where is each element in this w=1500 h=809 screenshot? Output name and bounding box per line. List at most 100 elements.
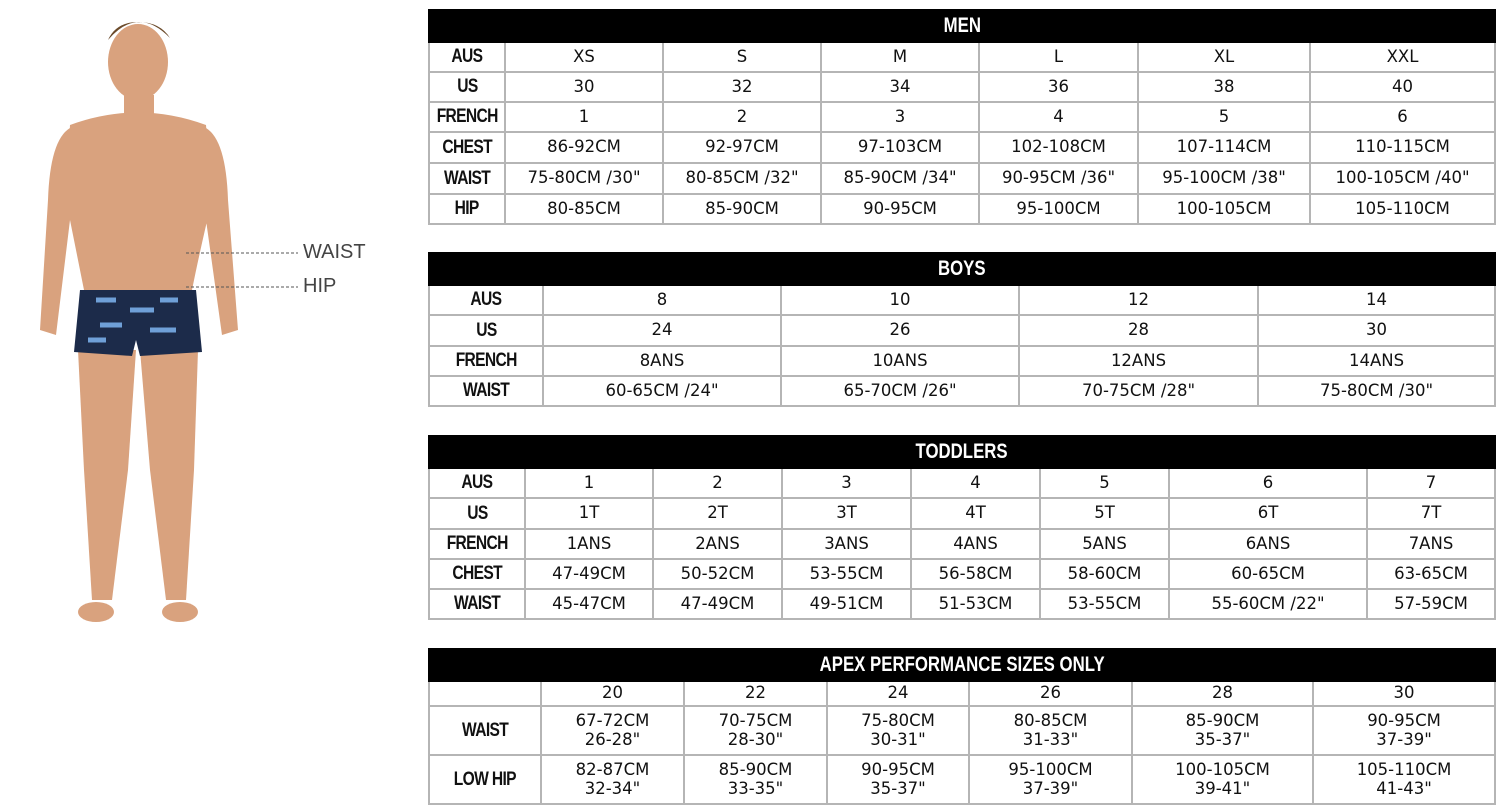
table-title-text: APEX PERFORMANCE SIZES ONLY — [819, 652, 1105, 676]
table-cell: 7 — [1366, 467, 1496, 499]
table-cell: 90-95CM 37-39" — [1311, 705, 1497, 756]
table-cell: 5 — [1137, 101, 1311, 133]
table-row: US 1T 2T 3T 4T 5T 6T 7T — [428, 497, 1496, 530]
table-cell: 70-75CM 28-30" — [683, 705, 828, 756]
row-label-text: WAIST — [453, 593, 501, 615]
table-cell: 1T — [524, 497, 654, 530]
table-cell: S — [662, 41, 822, 73]
table-cell: 6 — [1309, 101, 1496, 133]
table-row: FRENCH 8ANS 10ANS 12ANS 14ANS — [428, 345, 1497, 377]
table-cell: 2ANS — [652, 528, 783, 560]
table-cell: 1ANS — [524, 528, 654, 560]
table-row: CHEST 47-49CM 50-52CM 53-55CM 56-58CM 58-60CM… — [428, 558, 1496, 590]
table-cell: 90-95CM — [820, 193, 980, 225]
table-cell: 22 — [683, 680, 828, 707]
table-cell: 4 — [978, 101, 1139, 133]
table-cell: 3 — [781, 467, 912, 499]
table-cell: 67-72CM 26-28" — [540, 705, 685, 756]
table-cell: 97-103CM — [820, 131, 980, 164]
table-row: HIP 80-85CM 85-90CM 90-95CM 95-100CM 100-105C… — [428, 193, 1496, 225]
table-row: CHEST 86-92CM 92-97CM 97-103CM 102-108CM 107-… — [428, 131, 1496, 164]
apex-table-title: APEX PERFORMANCE SIZES ONLY — [427, 648, 1497, 682]
table-cell: 4ANS — [910, 528, 1041, 560]
table-cell: 80-85CM /32" — [662, 162, 822, 195]
table-cell: 12 — [1018, 284, 1259, 316]
table-cell: 36 — [978, 71, 1139, 103]
table-cell: 70-75CM /28" — [1018, 375, 1259, 407]
table-cell: 56-58CM — [910, 558, 1041, 590]
row-label-text: WAIST — [462, 380, 510, 402]
table-cell: 20 — [540, 680, 685, 707]
table-cell: 26 — [780, 314, 1020, 347]
table-cell: 6 — [1168, 467, 1368, 499]
table-cell: 60-65CM /24" — [542, 375, 782, 407]
table-cell: XS — [504, 41, 664, 73]
table-cell: 85-90CM 35-37" — [1131, 705, 1314, 756]
row-label: US — [428, 71, 506, 103]
row-label-text: HIP — [454, 198, 480, 220]
row-label: US — [428, 314, 544, 347]
table-cell: 105-110CM — [1309, 193, 1496, 225]
row-label-text: AUS — [461, 472, 494, 494]
table-title-text: MEN — [943, 13, 981, 37]
row-label — [428, 680, 542, 707]
table-row: FRENCH 1ANS 2ANS 3ANS 4ANS 5ANS 6ANS 7ANS — [428, 528, 1496, 560]
apex-size-table: APEX PERFORMANCE SIZES ONLY 20 22 24 26 28 30 W… — [427, 648, 1497, 805]
row-label-text: US — [475, 319, 497, 341]
table-row: WAIST 60-65CM /24" 65-70CM /26" 70-75CM /28… — [428, 375, 1497, 407]
table-row: US 30 32 34 36 38 40 — [428, 71, 1496, 103]
waist-label: WAIST — [303, 241, 366, 263]
row-label-text: US — [456, 76, 478, 98]
table-cell: 51-53CM — [910, 588, 1041, 620]
table-cell: L — [978, 41, 1139, 73]
table-cell: 6T — [1168, 497, 1368, 530]
table-row: LOW HIP 82-87CM 32-34" 85-90CM 33-35" 90-95… — [428, 754, 1497, 805]
table-cell: 30 — [1311, 680, 1497, 707]
table-cell: 47-49CM — [652, 588, 783, 620]
table-cell: 90-95CM /36" — [978, 162, 1139, 195]
table-cell: 85-90CM — [662, 193, 822, 225]
table-cell: 12ANS — [1018, 345, 1259, 377]
table-cell: 53-55CM — [1039, 588, 1170, 620]
row-label: FRENCH — [428, 101, 506, 133]
table-cell: 1 — [524, 467, 654, 499]
table-cell: 5 — [1039, 467, 1170, 499]
table-cell: 3 — [820, 101, 980, 133]
table-cell: 26 — [968, 680, 1133, 707]
table-cell: 2 — [652, 467, 783, 499]
table-cell: 28 — [1131, 680, 1314, 707]
table-title-text: BOYS — [938, 256, 986, 280]
row-label-text: CHEST — [442, 136, 492, 158]
table-cell: 8 — [542, 284, 782, 316]
table-cell: 85-90CM /34" — [820, 162, 980, 195]
table-cell: 32 — [662, 71, 822, 103]
table-cell: 38 — [1137, 71, 1311, 103]
model-silhouette-icon — [40, 21, 298, 622]
row-label-text: CHEST — [452, 563, 502, 585]
row-label: WAIST — [428, 705, 542, 756]
table-row: WAIST 75-80CM /30" 80-85CM /32" 85-90CM /34… — [428, 162, 1496, 195]
row-label: LOW HIP — [428, 754, 542, 805]
row-label: WAIST — [428, 162, 506, 195]
table-cell: 4T — [910, 497, 1041, 530]
table-cell: 85-90CM 33-35" — [683, 754, 828, 805]
table-cell: 30 — [1256, 314, 1497, 347]
table-cell: 63-65CM — [1366, 558, 1496, 590]
table-cell: 8ANS — [542, 345, 782, 377]
table-row: AUS 1 2 3 4 5 6 7 — [428, 467, 1496, 499]
table-cell: 60-65CM — [1168, 558, 1368, 590]
hip-label: HIP — [303, 275, 337, 297]
table-cell: 50-52CM — [652, 558, 783, 590]
table-cell: 82-87CM 32-34" — [540, 754, 685, 805]
row-label-text: AUS — [451, 46, 484, 68]
table-cell: 86-92CM — [504, 131, 664, 164]
table-cell: XL — [1137, 41, 1311, 73]
table-cell: 92-97CM — [662, 131, 822, 164]
row-label-text: US — [466, 502, 488, 524]
row-label-text: WAIST — [461, 719, 509, 741]
table-row: 20 22 24 26 28 30 — [428, 680, 1497, 707]
model-figure: WAIST HIP — [0, 0, 420, 640]
row-label-text: FRENCH — [455, 350, 518, 372]
table-cell: 4 — [910, 467, 1041, 499]
table-cell: 3T — [781, 497, 912, 530]
